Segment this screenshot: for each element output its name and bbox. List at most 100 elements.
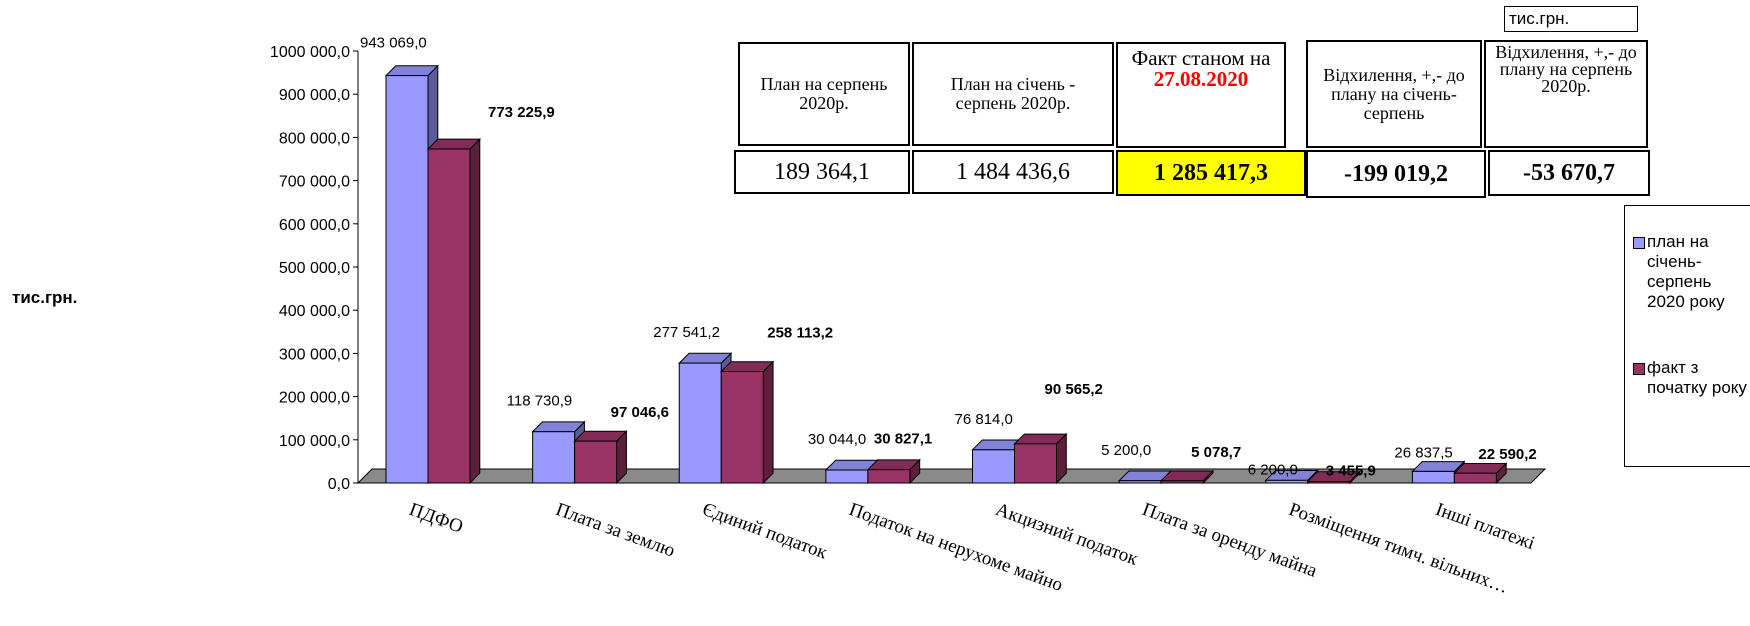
y-tick-label: 500 000,0 — [279, 260, 350, 277]
bar-top — [1411, 461, 1466, 472]
header-plan-jan-aug: План на січень - серпень 2020р. — [912, 42, 1114, 146]
legend-swatch-plan — [1633, 237, 1645, 249]
bar-fact — [426, 137, 482, 485]
value-plan-august-text: 189 364,1 — [774, 158, 870, 185]
bar-fact — [1306, 470, 1361, 485]
category-label: Єдиний податок — [700, 499, 831, 564]
bar-front — [427, 148, 471, 484]
data-labels: 943 069,0 773 225,9 118 730,9 97 046,6 277 5… — [360, 35, 1537, 480]
y-tick-label: 700 000,0 — [279, 174, 350, 191]
header-fact-label: Факт станом на — [1131, 46, 1271, 70]
data-label-fact: 3 455,9 — [1326, 463, 1376, 480]
bar-side — [469, 137, 481, 485]
bar-front — [720, 370, 764, 484]
value-deviation-august: -53 670,7 — [1488, 150, 1650, 196]
x-axis-labels: ПДФО Плата за землю Єдиний податок Податок … — [406, 499, 1537, 598]
value-deviation-jan-aug-text: -199 019,2 — [1344, 160, 1448, 187]
bar-front — [1118, 480, 1162, 484]
data-label-fact: 5 078,7 — [1191, 444, 1241, 461]
data-label-fact: 97 046,6 — [611, 404, 669, 421]
value-fact-text: 1 285 417,3 — [1154, 159, 1268, 186]
category-label: ПДФО — [406, 499, 465, 538]
header-plan-jan-aug-text: План на січень - серпень 2020р. — [950, 74, 1076, 113]
data-label-plan: 277 541,2 — [653, 324, 720, 341]
bar-fact — [1453, 462, 1508, 485]
y-tick-label: 1000 000,0 — [270, 44, 350, 61]
value-fact: 1 285 417,3 — [1116, 150, 1306, 196]
bar-front — [1411, 470, 1455, 484]
bar-side — [762, 360, 774, 485]
table-unit-label: тис.грн. — [1504, 6, 1638, 32]
bar-top — [426, 138, 482, 150]
data-label-plan: 76 814,0 — [955, 411, 1013, 428]
header-fact: Факт станом на 27.08.2020 — [1116, 42, 1286, 148]
legend-label-fact: факт з початку року — [1647, 358, 1747, 397]
data-label-plan: 26 837,5 — [1394, 444, 1452, 461]
bar-top — [1453, 462, 1508, 474]
bar-front — [1307, 481, 1351, 484]
data-label-fact: 773 225,9 — [488, 104, 555, 121]
y-tick-label: 300 000,0 — [279, 346, 350, 363]
header-deviation-jan-aug-text: Відхилення, +,- до плану на січень-серпе… — [1323, 64, 1465, 123]
y-tick-label: 0,0 — [328, 476, 350, 493]
data-label-plan: 5 200,0 — [1101, 442, 1151, 459]
bar-front — [574, 440, 618, 484]
bar-fact — [1159, 469, 1215, 485]
bar-top — [531, 421, 586, 433]
category-label: Плата за землю — [553, 499, 678, 562]
header-deviation-jan-aug: Відхилення, +,- до плану на січень-серпе… — [1306, 40, 1482, 148]
y-tick-label: 200 000,0 — [279, 390, 350, 407]
bar-top — [1159, 470, 1215, 482]
y-tick-label: 400 000,0 — [279, 303, 350, 320]
bar-front — [385, 75, 429, 484]
y-tick-label: 900 000,0 — [279, 87, 350, 104]
bar-front — [678, 362, 722, 484]
bar-fact — [1013, 432, 1068, 485]
header-deviation-august: Відхилення, +,- до плану на серпень 2020… — [1484, 40, 1648, 148]
bar-top — [720, 361, 775, 372]
y-tick-label: 800 000,0 — [279, 130, 350, 147]
value-plan-jan-aug: 1 484 436,6 — [912, 150, 1114, 194]
bar-front — [1453, 472, 1497, 484]
bar-fact — [573, 430, 628, 485]
bar-front — [972, 449, 1015, 484]
bar-fact — [720, 360, 775, 485]
y-tick-label: 600 000,0 — [279, 217, 350, 234]
bar-front — [532, 431, 576, 484]
y-tick-label: 100 000,0 — [279, 433, 350, 450]
data-label-plan: 6 200,0 — [1248, 461, 1298, 478]
bar-top — [384, 65, 440, 77]
y-axis: 0,0 100 000,0 200 000,0 300 000,0 400 000,0 5… — [270, 44, 1531, 493]
header-fact-text: Факт станом на 27.08.2020 — [1118, 48, 1284, 90]
value-deviation-august-text: -53 670,7 — [1523, 159, 1615, 186]
category-label: Інші платежі — [1433, 499, 1538, 554]
y-unit-label: тис.грн. — [12, 288, 78, 307]
bar-top — [1013, 433, 1068, 445]
header-plan-august: План на серпень 2020р. — [738, 42, 910, 146]
bar-top — [866, 459, 921, 471]
legend: план на січень-серпень 2020 року факт з … — [1624, 205, 1750, 467]
header-deviation-august-text: Відхилення, +,- до плану на серпень 2020… — [1495, 42, 1637, 96]
value-plan-august: 189 364,1 — [734, 150, 910, 194]
legend-label-plan: план на січень-серпень 2020 року — [1647, 232, 1725, 311]
data-label-fact: 90 565,2 — [1045, 381, 1103, 398]
bar-front — [1014, 443, 1057, 484]
legend-swatch-fact — [1633, 363, 1645, 375]
value-deviation-jan-aug: -199 019,2 — [1306, 150, 1486, 198]
value-plan-jan-aug-text: 1 484 436,6 — [956, 158, 1070, 185]
bar-front — [1265, 479, 1309, 484]
data-label-fact: 30 827,1 — [874, 431, 932, 448]
bar-fact — [866, 458, 921, 485]
data-label-plan: 30 044,0 — [808, 431, 866, 448]
data-label-plan: 118 730,9 — [507, 393, 573, 410]
bars — [384, 64, 1508, 485]
bar-top — [573, 430, 628, 442]
header-fact-date: 27.08.2020 — [1153, 67, 1249, 91]
bar-front — [825, 469, 869, 484]
data-label-fact: 258 113,2 — [767, 324, 833, 341]
data-label-plan: 943 069,0 — [360, 35, 427, 52]
bar-top — [678, 352, 733, 364]
header-plan-august-text: План на серпень 2020р. — [760, 74, 888, 113]
bar-front — [1160, 480, 1204, 484]
